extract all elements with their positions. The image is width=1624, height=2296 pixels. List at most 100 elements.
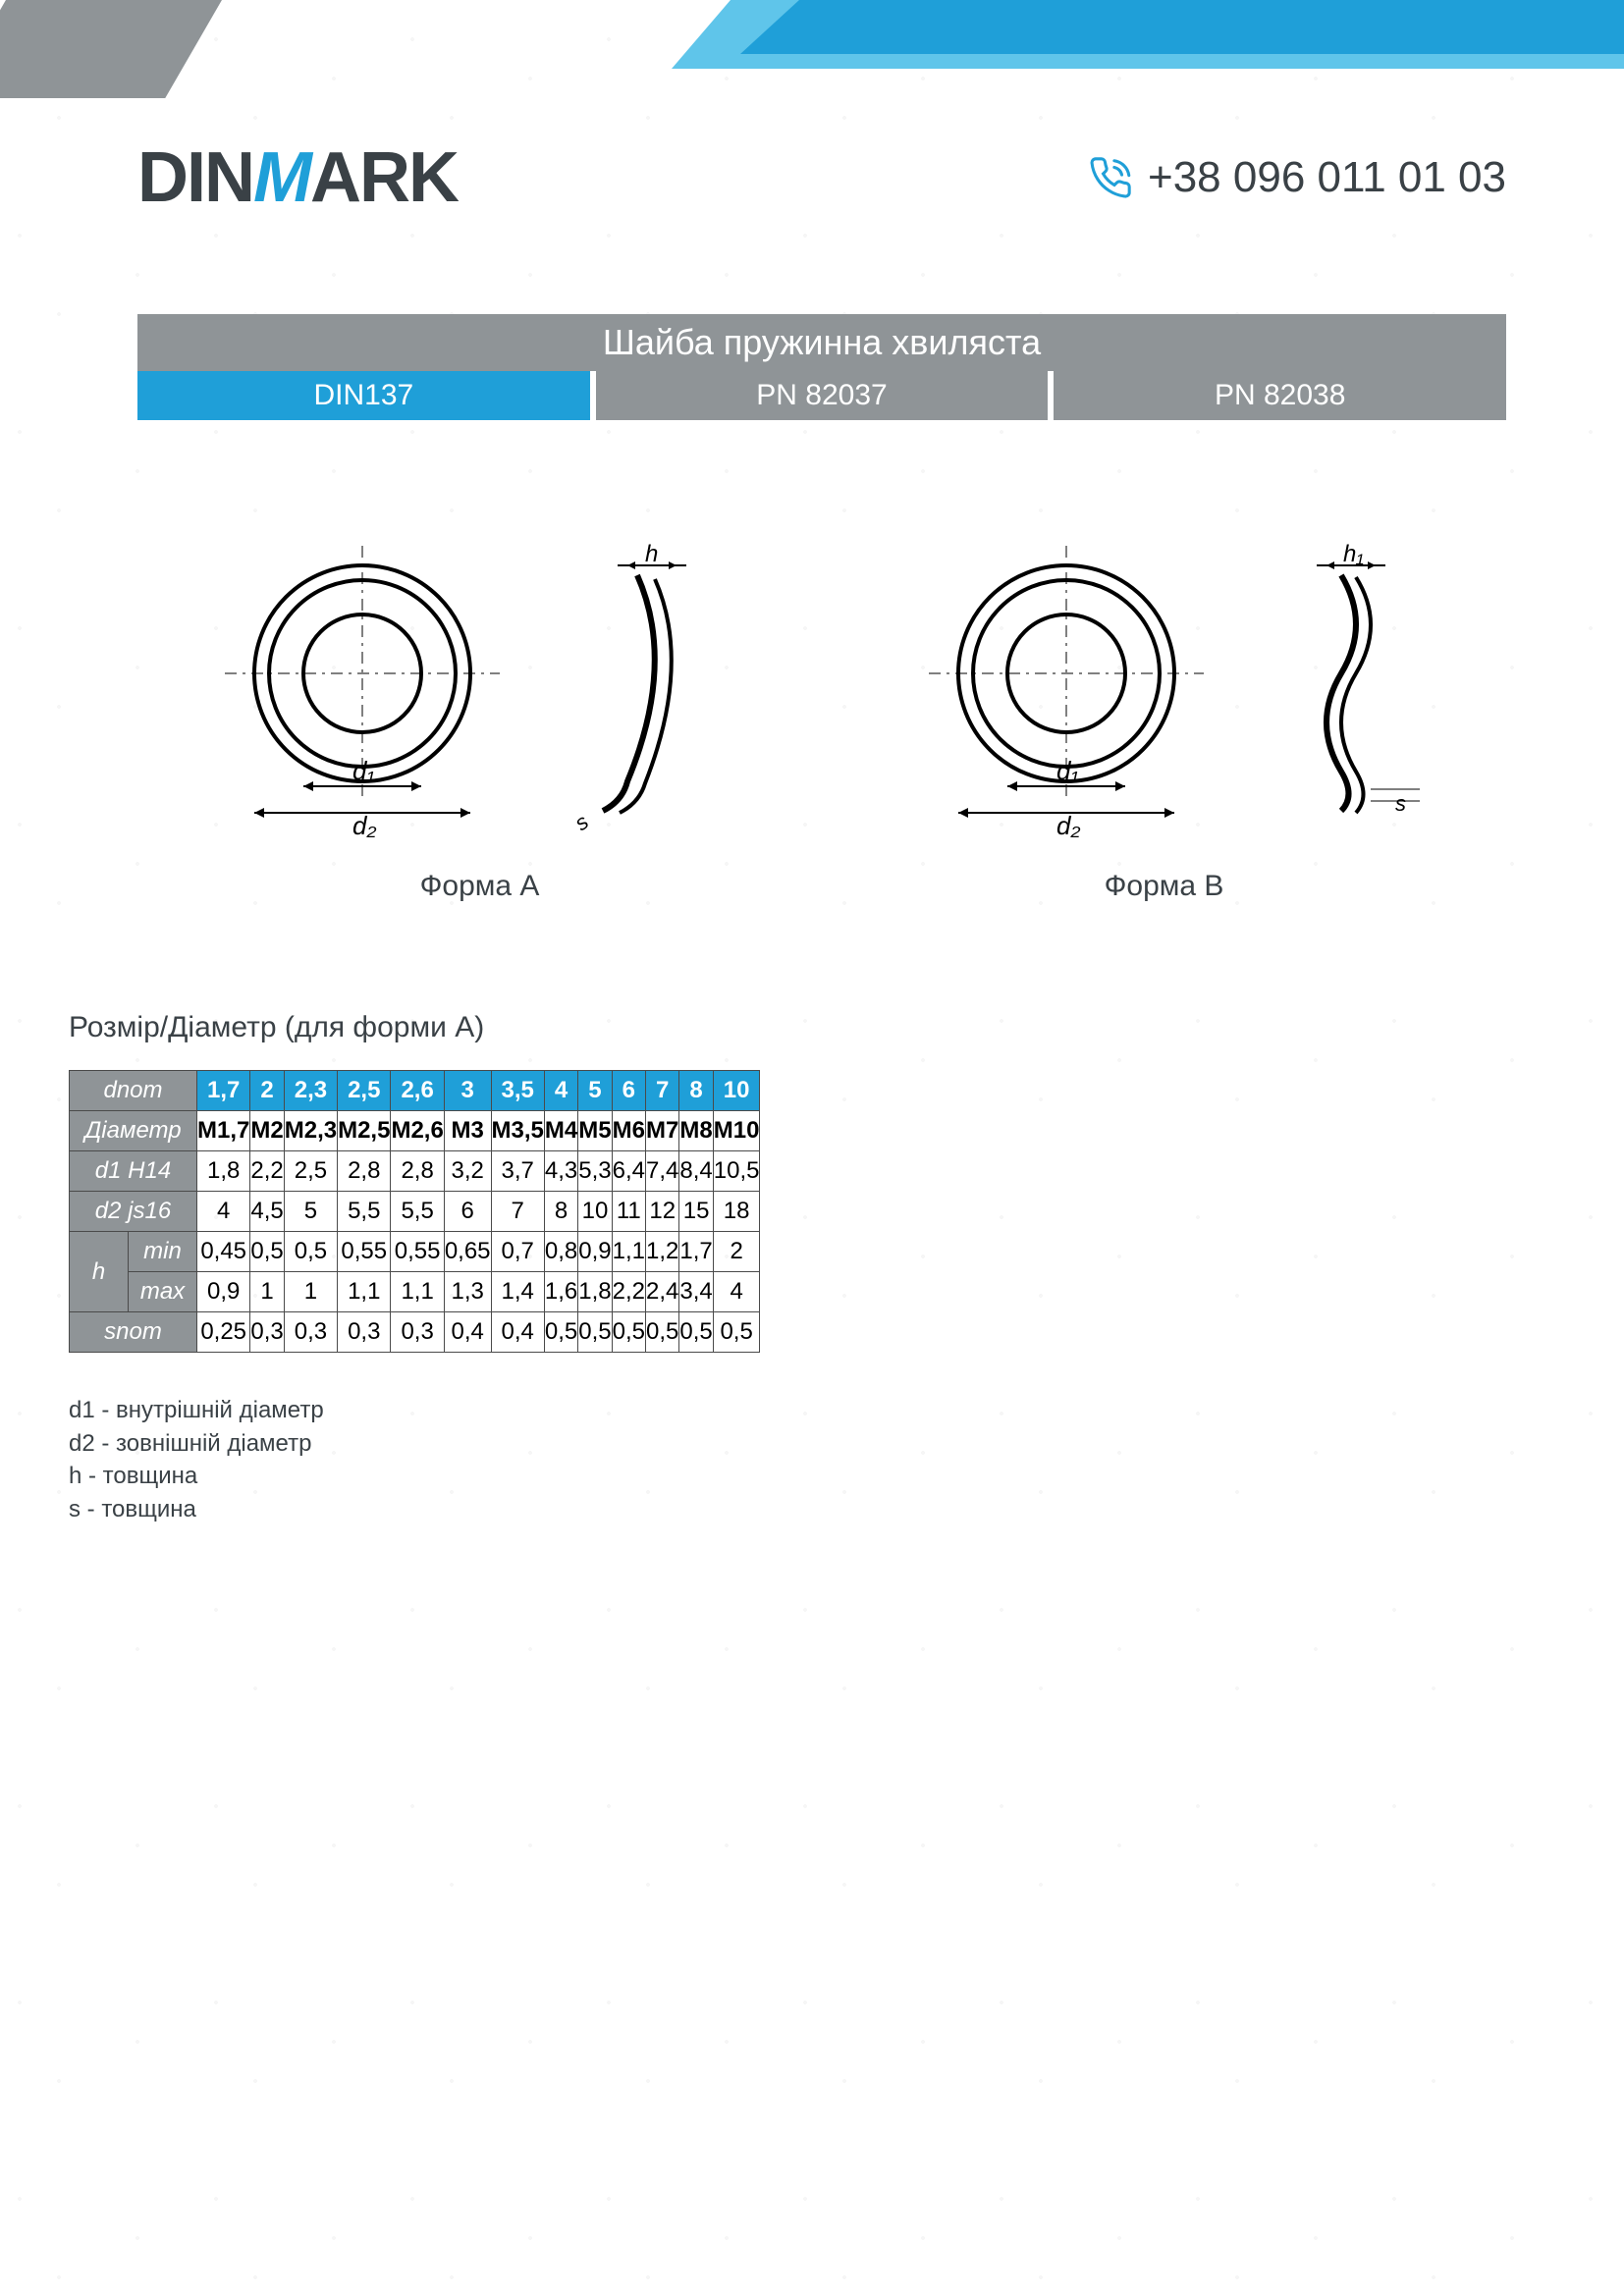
cell: M3 (444, 1111, 491, 1151)
cell: 5,3 (578, 1151, 612, 1192)
section-title: Розмір/Діаметр (для форми А) (69, 1011, 484, 1044)
cell: 18 (713, 1192, 760, 1232)
dim-s-b: s (1395, 791, 1406, 816)
phone-icon (1088, 155, 1133, 200)
cell: 4 (713, 1272, 760, 1312)
cell: M10 (713, 1111, 760, 1151)
cell: 1,1 (338, 1272, 391, 1312)
cell: M2,6 (391, 1111, 444, 1151)
cell: 10 (713, 1071, 760, 1111)
cell: 1,7 (197, 1071, 250, 1111)
label-form-a: Форма А (420, 870, 540, 903)
th-d2: d2 js16 (70, 1192, 197, 1232)
cell: 0,7 (491, 1232, 544, 1272)
cell: 2,8 (391, 1151, 444, 1192)
cell: M2,5 (338, 1111, 391, 1151)
tab-pn82038: PN 82038 (1054, 371, 1506, 420)
tab-din137: DIN137 (137, 371, 590, 420)
cell: 5,5 (338, 1192, 391, 1232)
cell: 5 (284, 1192, 337, 1232)
cell: 2,6 (391, 1071, 444, 1111)
cell: 12 (646, 1192, 679, 1232)
logo-part1: DIN (137, 138, 253, 217)
cell: 0,5 (578, 1312, 612, 1353)
cell: 8 (679, 1071, 713, 1111)
phone-block: +38 096 011 01 03 (1088, 153, 1506, 202)
cell: 2,4 (646, 1272, 679, 1312)
dim-d1-b: d₁ (1056, 756, 1079, 785)
th-hmin: min (129, 1232, 197, 1272)
cell: 6 (612, 1071, 645, 1111)
legend-line: d1 - внутрішній діаметр (69, 1394, 324, 1427)
cell: M3,5 (491, 1111, 544, 1151)
cell: 2,2 (612, 1272, 645, 1312)
cell: 2 (250, 1071, 284, 1111)
cell: 10 (578, 1192, 612, 1232)
cell: 2 (713, 1232, 760, 1272)
cell: 1,8 (578, 1272, 612, 1312)
cell: 1,4 (491, 1272, 544, 1312)
diagram-form-a: d₁ d₂ h s (205, 526, 755, 840)
cell: 2,5 (338, 1071, 391, 1111)
diagram-area: d₁ d₂ h s Форма А (137, 471, 1506, 903)
th-dnom: dnom (70, 1071, 197, 1111)
label-form-b: Форма В (1105, 870, 1224, 903)
cell: 0,5 (679, 1312, 713, 1353)
cell: M6 (612, 1111, 645, 1151)
cell: 6 (444, 1192, 491, 1232)
th-hmax: max (129, 1272, 197, 1312)
cell: 0,3 (250, 1312, 284, 1353)
cell: M8 (679, 1111, 713, 1151)
legend-line: d2 - зовнішній діаметр (69, 1427, 324, 1461)
cell: 1,7 (679, 1232, 713, 1272)
dim-s: s (569, 809, 592, 835)
cell: 0,5 (646, 1312, 679, 1353)
cell: 2,2 (250, 1151, 284, 1192)
legend: d1 - внутрішній діаметр d2 - зовнішній д… (69, 1394, 324, 1525)
cell: 15 (679, 1192, 713, 1232)
cell: 0,55 (391, 1232, 444, 1272)
cell: 4,3 (544, 1151, 577, 1192)
dim-d2: d₂ (352, 811, 376, 840)
cell: 0,5 (713, 1312, 760, 1353)
cell: 11 (612, 1192, 645, 1232)
dimensions-table: dnom 1,7 2 2,3 2,5 2,6 3 3,5 4 5 6 7 8 1… (69, 1070, 760, 1353)
cell: 8,4 (679, 1151, 713, 1192)
cell: 5 (578, 1071, 612, 1111)
cell: 5,5 (391, 1192, 444, 1232)
cell: 2,3 (284, 1071, 337, 1111)
logo-part2: ARK (310, 138, 458, 217)
diagram-form-b: d₁ d₂ h₁ s (890, 526, 1439, 840)
logo: DINMARK (137, 137, 458, 218)
standard-tabs: DIN137 PN 82037 PN 82038 (137, 371, 1506, 420)
cell: 7 (646, 1071, 679, 1111)
cell: 0,65 (444, 1232, 491, 1272)
cell: 7 (491, 1192, 544, 1232)
phone-number: +38 096 011 01 03 (1148, 153, 1506, 202)
cell: M2,3 (284, 1111, 337, 1151)
legend-line: s - товщина (69, 1493, 324, 1526)
cell: 1,2 (646, 1232, 679, 1272)
cell: 3,5 (491, 1071, 544, 1111)
cell: 0,5 (250, 1232, 284, 1272)
cell: M5 (578, 1111, 612, 1151)
th-diam: Діаметр (70, 1111, 197, 1151)
cell: 0,5 (284, 1232, 337, 1272)
cell: 3,2 (444, 1151, 491, 1192)
cell: 10,5 (713, 1151, 760, 1192)
logo-m: M (253, 138, 310, 217)
cell: 0,9 (197, 1272, 250, 1312)
dim-d2-b: d₂ (1056, 811, 1080, 840)
cell: M7 (646, 1111, 679, 1151)
cell: 0,4 (491, 1312, 544, 1353)
cell: 0,25 (197, 1312, 250, 1353)
cell: 0,8 (544, 1232, 577, 1272)
th-snom: snom (70, 1312, 197, 1353)
cell: 1,1 (391, 1272, 444, 1312)
th-h: h (70, 1232, 129, 1312)
cell: 1,1 (612, 1232, 645, 1272)
cell: 1,6 (544, 1272, 577, 1312)
cell: 1 (284, 1272, 337, 1312)
cell: M2 (250, 1111, 284, 1151)
dim-h: h (645, 541, 658, 567)
